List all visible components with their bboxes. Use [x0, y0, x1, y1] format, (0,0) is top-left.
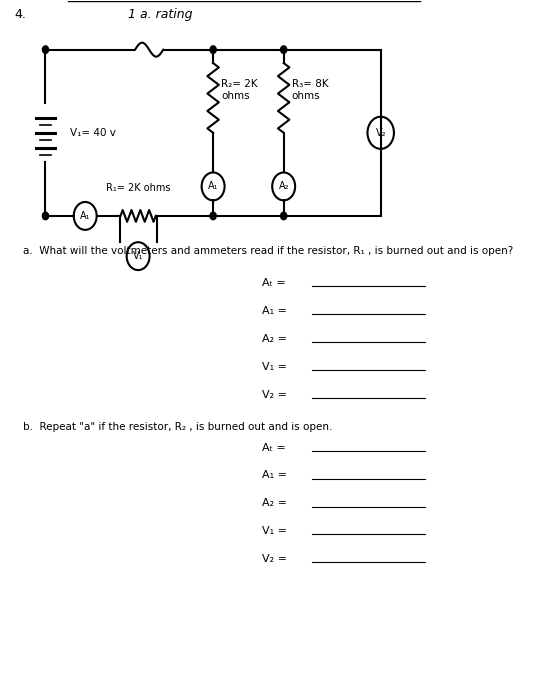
Circle shape — [43, 212, 48, 220]
Text: V₂ =: V₂ = — [261, 389, 287, 400]
Text: 4.: 4. — [15, 8, 26, 21]
Text: Aₜ =: Aₜ = — [261, 442, 285, 453]
Text: b.  Repeat "a" if the resistor, R₂ , is burned out and is open.: b. Repeat "a" if the resistor, R₂ , is b… — [24, 422, 333, 432]
Text: A₁: A₁ — [80, 211, 90, 221]
Text: V₁= 40 v: V₁= 40 v — [70, 128, 116, 138]
Text: A₁ =: A₁ = — [261, 306, 287, 316]
Circle shape — [281, 46, 287, 53]
Circle shape — [210, 212, 216, 220]
Text: R₁= 2K ohms: R₁= 2K ohms — [106, 183, 171, 193]
Text: A₂: A₂ — [279, 181, 289, 191]
Circle shape — [210, 46, 216, 53]
Text: 1 a. rating: 1 a. rating — [128, 8, 193, 21]
Circle shape — [43, 46, 48, 53]
Text: V₁ =: V₁ = — [261, 526, 287, 536]
Text: A₁ =: A₁ = — [261, 470, 287, 480]
Text: R₂= 2K
ohms: R₂= 2K ohms — [221, 79, 258, 101]
Text: Aₜ =: Aₜ = — [261, 278, 285, 288]
Text: V₁ =: V₁ = — [261, 362, 287, 372]
Circle shape — [281, 212, 287, 220]
Text: A₁: A₁ — [208, 181, 218, 191]
Text: a.  What will the voltmeters and ammeters read if the resistor, R₁ , is burned o: a. What will the voltmeters and ammeters… — [24, 246, 514, 256]
Text: V₁: V₁ — [133, 251, 143, 261]
Text: V₂: V₂ — [376, 128, 386, 138]
Text: V₂ =: V₂ = — [261, 554, 287, 564]
Text: A₂ =: A₂ = — [261, 498, 287, 508]
Text: A₂ =: A₂ = — [261, 334, 287, 344]
Text: R₃= 8K
ohms: R₃= 8K ohms — [292, 79, 328, 101]
